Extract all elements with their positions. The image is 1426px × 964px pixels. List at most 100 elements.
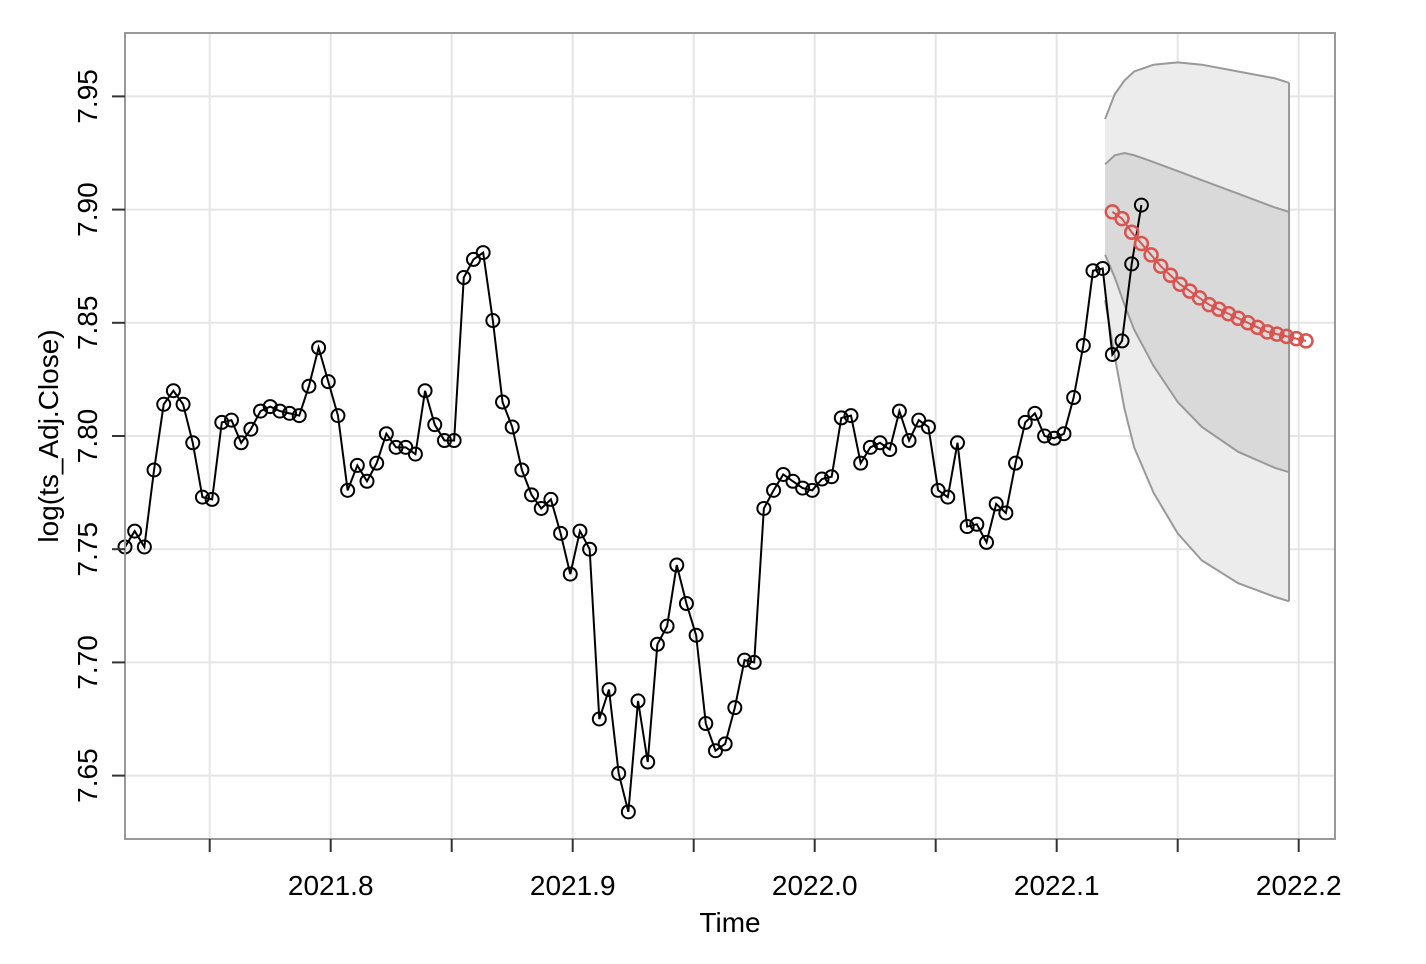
observed-point: [901, 433, 917, 449]
x-tick-label: 2021.9: [530, 870, 616, 901]
observed-line: [124, 204, 1143, 813]
observed-point: [1056, 426, 1072, 442]
observed-point: [553, 525, 569, 541]
outer-band-upper-edge: [1104, 61, 1290, 120]
observed-point: [311, 340, 327, 356]
observed-point: [727, 700, 743, 716]
observed-point: [611, 765, 627, 781]
observed-point: [1085, 263, 1101, 279]
x-tick-label: 2022.2: [1256, 870, 1342, 901]
x-tick-label: 2021.8: [288, 870, 374, 901]
inner-band-upper-edge: [1104, 151, 1290, 213]
observed-point: [959, 519, 975, 535]
observed-point: [223, 412, 239, 428]
observed-point: [243, 421, 259, 437]
y-tick-label: 7.65: [72, 748, 103, 803]
observed-point: [524, 487, 540, 503]
observed-point: [456, 270, 472, 286]
observed-point: [620, 804, 636, 820]
observed-point: [833, 410, 849, 426]
observed-point: [698, 716, 714, 732]
observed-point: [891, 403, 907, 419]
observed-point: [688, 627, 704, 643]
y-tick-label: 7.85: [72, 296, 103, 351]
axis-ticks: 2021.8 2021.9 2022.0 2022.1 2022.2 7.65 7.70 7.…: [72, 69, 1342, 901]
observed-point: [1008, 455, 1024, 471]
observed-point: [717, 736, 733, 752]
observed-point: [649, 636, 665, 652]
forecast-point: [1259, 324, 1275, 340]
y-tick-label: 7.75: [72, 522, 103, 577]
forecast-point: [1114, 210, 1130, 227]
observed-point: [407, 446, 423, 462]
observed-point: [766, 482, 782, 498]
observed-point: [436, 433, 452, 449]
x-tick-label: 2022.0: [772, 870, 858, 901]
observed-point: [1037, 428, 1053, 444]
observed-point: [185, 435, 201, 451]
observed-point: [1124, 256, 1140, 272]
observed-point: [988, 496, 1004, 512]
observed-point: [175, 396, 191, 412]
observed-point: [272, 403, 288, 419]
observed-point: [340, 482, 356, 498]
observed-point: [495, 394, 511, 410]
observed-point: [533, 500, 549, 516]
observed-point: [369, 455, 385, 471]
forecast-point: [1298, 333, 1314, 349]
observed-point: [446, 433, 462, 449]
observed-point: [301, 378, 317, 394]
forecast-point: [1269, 326, 1285, 342]
observed-point: [156, 396, 172, 412]
observed-point: [417, 383, 433, 399]
observed-point: [194, 489, 210, 505]
confidence-bands: [1104, 61, 1291, 603]
y-tick-label: 7.70: [72, 635, 103, 690]
observed-point: [127, 523, 143, 539]
observed-point: [1104, 346, 1120, 362]
observed-point: [146, 462, 162, 478]
inner-band-area: [1105, 152, 1290, 473]
observed-point: [165, 383, 181, 399]
observed-point: [233, 435, 249, 451]
y-tick-label: 7.90: [72, 182, 103, 237]
observed-point: [1095, 260, 1111, 276]
forecast-point: [1162, 267, 1179, 284]
observed-point: [804, 482, 820, 498]
observed-point: [843, 408, 859, 424]
observed-point: [969, 516, 985, 532]
observed-point: [282, 405, 298, 421]
forecast-point: [1133, 235, 1150, 252]
observed-point: [601, 682, 617, 698]
observed-point: [795, 480, 811, 496]
observed-point: [746, 654, 762, 670]
y-tick-label: 7.95: [72, 69, 103, 124]
y-axis-title: log(ts_Adj.Close): [33, 329, 64, 542]
series-layer: [117, 197, 1314, 820]
observed-point: [659, 618, 675, 634]
observed-point: [949, 435, 965, 451]
observed-point: [853, 455, 869, 471]
observed-point: [1066, 390, 1082, 406]
observed-point: [562, 566, 578, 582]
observed-point: [630, 693, 646, 709]
observed-point: [136, 539, 152, 555]
observed-point: [330, 408, 346, 424]
forecast-point: [1288, 330, 1305, 347]
observed-point: [320, 374, 336, 390]
observed-point: [678, 596, 694, 612]
observed-point: [1114, 333, 1130, 349]
x-axis-title: Time: [699, 907, 760, 938]
observed-point: [349, 457, 365, 473]
observed-point: [427, 417, 443, 433]
observed-point: [979, 534, 995, 550]
forecast-point: [1123, 224, 1140, 240]
observed-point: [214, 414, 230, 430]
observed-point: [814, 471, 830, 487]
observed-point: [1075, 337, 1091, 353]
observed-point: [359, 473, 375, 489]
observed-point: [475, 245, 491, 261]
observed-point: [514, 462, 530, 478]
observed-point: [543, 491, 559, 507]
